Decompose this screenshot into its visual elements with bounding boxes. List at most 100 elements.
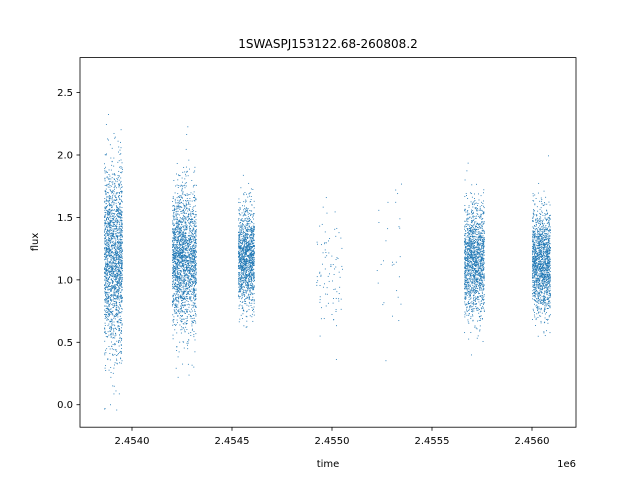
data-point [113, 393, 115, 395]
data-point [121, 270, 123, 272]
data-point [112, 299, 114, 301]
data-point [105, 243, 107, 245]
data-point [113, 233, 115, 235]
data-point [238, 272, 240, 274]
data-point [190, 298, 192, 299]
data-point [105, 267, 107, 269]
data-point [121, 167, 123, 169]
data-point [187, 235, 189, 237]
data-point [245, 260, 247, 262]
data-point [114, 337, 116, 339]
data-point [182, 296, 184, 298]
data-point [113, 349, 115, 351]
data-point [111, 294, 113, 295]
data-point [246, 320, 248, 322]
data-point [186, 225, 188, 227]
data-point [174, 213, 176, 215]
data-point [186, 320, 188, 322]
data-point [192, 222, 194, 224]
data-point [109, 273, 111, 275]
data-point [113, 202, 115, 204]
data-point [177, 255, 179, 257]
data-point [174, 233, 176, 235]
data-point [113, 209, 115, 211]
data-point [245, 230, 247, 232]
data-point [181, 289, 183, 291]
data-point [175, 367, 177, 369]
data-point [112, 262, 114, 264]
data-point [239, 291, 241, 292]
data-point [193, 314, 195, 316]
data-point [249, 201, 251, 203]
data-point [106, 285, 108, 287]
data-point [190, 192, 192, 194]
data-point [183, 283, 185, 285]
data-point [175, 294, 176, 296]
data-point [114, 244, 116, 246]
data-point [251, 254, 253, 256]
data-point [244, 300, 246, 302]
data-point [109, 144, 111, 146]
data-point [104, 272, 105, 274]
data-point [245, 276, 247, 278]
data-point [240, 259, 242, 261]
data-point [244, 232, 246, 234]
data-point [251, 258, 253, 260]
data-point [195, 299, 197, 300]
data-point [245, 240, 246, 242]
data-point [172, 244, 173, 246]
data-point [182, 251, 184, 253]
data-point [106, 234, 108, 236]
data-point [249, 247, 251, 249]
data-point [253, 265, 255, 266]
data-point [241, 269, 242, 271]
data-point [251, 259, 253, 261]
data-point [243, 211, 245, 213]
data-point [113, 222, 115, 224]
data-point [119, 334, 120, 336]
data-point [252, 286, 254, 288]
data-point [108, 308, 109, 310]
data-point [252, 293, 254, 295]
data-point [117, 263, 119, 264]
data-point [251, 299, 252, 301]
data-point [118, 313, 120, 314]
data-point [112, 240, 114, 242]
data-point [115, 270, 117, 272]
data-point [184, 281, 185, 282]
data-point [114, 335, 116, 337]
data-point [240, 250, 242, 252]
data-point [243, 261, 245, 263]
data-point [251, 280, 253, 282]
data-point [241, 219, 243, 221]
data-point [175, 218, 177, 220]
data-point [119, 242, 121, 244]
data-point [249, 267, 251, 269]
data-point [117, 243, 119, 245]
data-point [252, 298, 253, 300]
data-point [245, 262, 247, 263]
data-point [191, 304, 193, 306]
data-point [104, 289, 106, 291]
data-point [175, 247, 177, 248]
data-point [105, 198, 107, 200]
data-point [106, 283, 108, 285]
data-point [185, 166, 187, 168]
data-point [119, 166, 120, 168]
data-point [119, 277, 121, 279]
data-point [244, 240, 246, 242]
data-point [180, 250, 182, 252]
data-point [104, 215, 106, 217]
data-point [111, 336, 113, 338]
data-point [184, 263, 186, 265]
data-point [182, 266, 184, 268]
data-point [240, 227, 242, 229]
data-point [107, 292, 109, 294]
chart-title: 1SWASPJ153122.68-260808.2 [238, 37, 418, 51]
data-point [108, 204, 110, 206]
data-point [184, 249, 186, 250]
data-point [244, 214, 246, 216]
data-point [185, 313, 186, 314]
data-point [181, 294, 183, 296]
data-point [180, 244, 182, 246]
